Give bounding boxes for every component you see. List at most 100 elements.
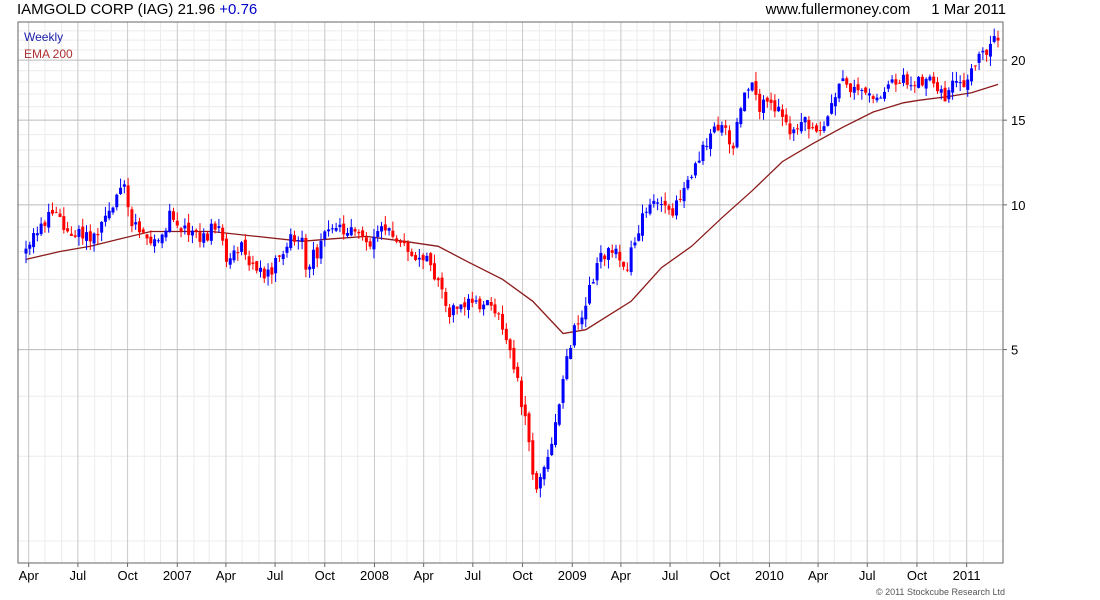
candlestick [504,323,508,344]
candlestick [243,234,247,260]
x-tick-label: Oct [907,568,928,583]
candle-body [130,209,134,227]
candlestick [206,230,210,242]
candle-body [603,255,607,260]
candle-body [981,50,985,53]
candle-body [557,404,561,425]
candlestick [523,396,527,426]
y-tick-label: 20 [1011,53,1025,68]
candlestick [826,115,830,127]
candlestick [629,240,633,276]
candle-body [467,298,471,310]
candle-body [414,255,418,260]
candlestick [886,80,890,93]
candlestick [58,208,62,218]
candle-body [43,222,47,226]
candle-body [531,440,535,475]
candle-body [508,339,512,351]
price-change: +0.76 [219,1,258,18]
candlestick [274,255,278,282]
candlestick [451,303,455,323]
candle-body [920,76,924,86]
candlestick [103,206,107,227]
candle-body [391,230,395,237]
candlestick [455,306,459,315]
candle-body [243,239,247,255]
candle-body [860,90,864,92]
x-tick-label: Apr [611,568,632,583]
candlestick [448,303,452,324]
candle-body [644,211,648,213]
candlestick [406,240,410,262]
candlestick [497,312,501,320]
candle-body [141,229,145,233]
candle-body [327,229,331,232]
candlestick [255,260,259,274]
candlestick [875,93,879,103]
candlestick [546,449,550,472]
candle-body [50,209,54,214]
candle-body [845,78,849,85]
candle-body [640,213,644,236]
candle-body [988,43,992,57]
candlestick [62,207,66,234]
x-tick-label: Jul [465,568,482,583]
candle-body [172,211,176,220]
candlestick [720,121,724,136]
candlestick [512,339,516,374]
candle-body [924,78,928,89]
candlestick [482,300,486,316]
candle-body [315,247,319,259]
ticker-text: IAMGOLD CORP (IAG) 21.96 [17,1,216,18]
candlestick [973,65,977,71]
candle-body [705,145,709,147]
candlestick [115,193,119,211]
candle-body [198,232,202,242]
candlestick [818,121,822,136]
candlestick [905,71,909,89]
candlestick [293,230,297,246]
candle-body [966,79,970,90]
candlestick [580,310,584,330]
candlestick [474,295,478,305]
candlestick [814,123,818,133]
candle-body [376,231,380,237]
candle-body [879,97,883,99]
candle-body [848,83,852,93]
candlestick [111,206,115,215]
candlestick [190,225,194,244]
candle-body [591,282,595,284]
candle-body [807,119,811,130]
x-tick-label: Oct [315,568,336,583]
candlestick [966,74,970,97]
candlestick [958,75,962,92]
candle-body [527,413,531,443]
candle-body [164,230,168,238]
candle-body [459,304,463,310]
candlestick [762,95,766,120]
candlestick [576,315,580,330]
candlestick [160,233,164,249]
site-link[interactable]: www.fullermoney.com [765,1,911,18]
candlestick [709,128,713,157]
candle-body [54,212,58,214]
candle-body [202,233,206,243]
candle-body [240,242,244,252]
candle-body [799,122,803,132]
candlestick [712,122,716,134]
candle-body [429,253,433,266]
candle-body [535,473,539,490]
candle-body [901,74,905,83]
candlestick [917,75,921,89]
candlestick [342,215,346,240]
legend-ema: EMA 200 [24,47,73,61]
candlestick [137,217,141,238]
candlestick [88,224,92,250]
candle-body [92,233,96,244]
candlestick [913,81,917,93]
candlestick [145,233,149,246]
candle-body [606,248,610,260]
candlestick [32,228,36,254]
candle-body [871,96,875,99]
